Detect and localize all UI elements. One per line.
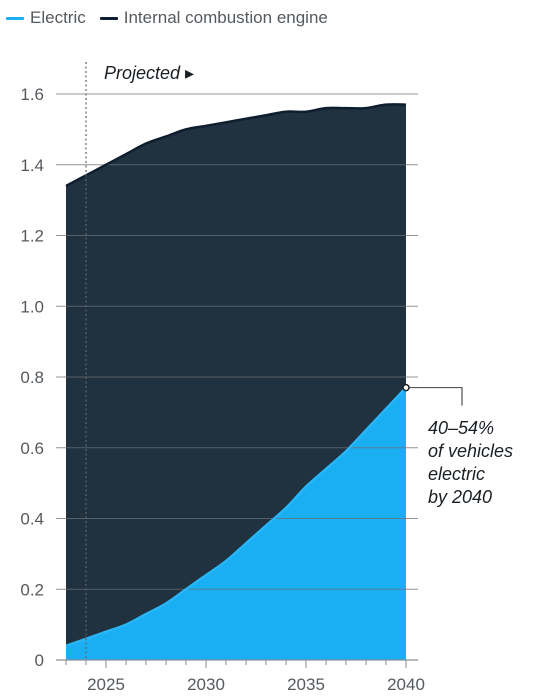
- legend-item-electric: Electric: [6, 8, 86, 28]
- electric-line: [65, 386, 407, 648]
- legend-swatch-ice: [99, 16, 118, 20]
- y-tick-label-0-8: 0.8: [20, 368, 44, 387]
- y-tick-label-1: 1.0: [20, 297, 44, 316]
- annotation-line-4: by 2040: [428, 487, 492, 507]
- y-tick-label-0-4: 0.4: [20, 510, 44, 529]
- x-tick-label-2030: 2030: [187, 675, 225, 694]
- y-tick-label-1-6: 1.6: [20, 85, 44, 104]
- x-tick-label-2025: 2025: [87, 675, 125, 694]
- y-tick-label-1-2: 1.2: [20, 227, 44, 246]
- y-tick-label-0: 0: [35, 651, 44, 670]
- annotation-leader: [406, 387, 463, 406]
- legend-label-ice: Internal combustion engine: [123, 8, 328, 27]
- electric-area: [66, 387, 406, 660]
- annotation-marker: [402, 383, 410, 392]
- y-tick-label-1-4: 1.4: [20, 156, 44, 175]
- annotation-line-1: 40–54%: [428, 418, 494, 438]
- x-tick-label-2040: 2040: [387, 675, 425, 694]
- y-tick-label-0-2: 0.2: [20, 580, 44, 599]
- annotation-line-2: of vehicles: [428, 441, 513, 461]
- annotation-line-3: electric: [428, 464, 485, 484]
- legend: Electric Internal combustion engine: [6, 8, 342, 28]
- legend-label-electric: Electric: [30, 8, 86, 27]
- legend-swatch-electric: [6, 16, 24, 20]
- projected-label: Projected ▸: [104, 63, 194, 83]
- y-tick-label-0-6: 0.6: [20, 439, 44, 458]
- x-tick-label-2035: 2035: [287, 675, 325, 694]
- legend-item-ice: Internal combustion engine: [99, 8, 328, 28]
- ice-line: [65, 103, 407, 188]
